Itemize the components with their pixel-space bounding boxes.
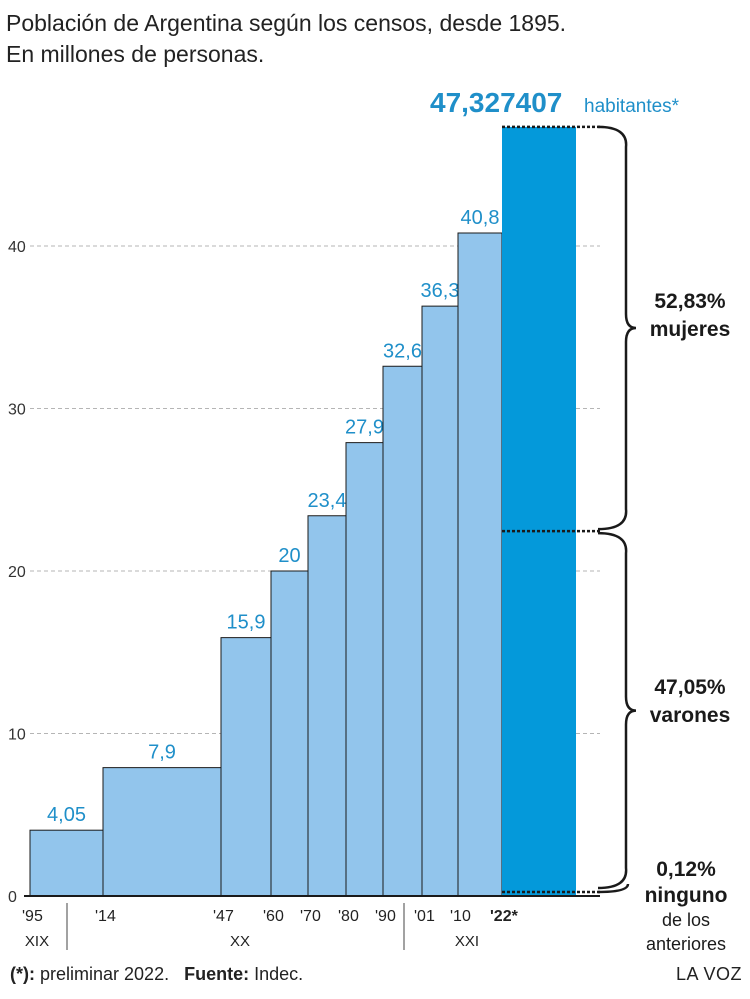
population-chart: 0 10 20 30 40 4,05 7,9 15,9 20 23,4 27,9 32,6 36,3 40… [8,87,731,954]
value-label: 15,9 [227,612,266,634]
bar [270,570,309,897]
bar [29,829,104,897]
century-label: XXI [455,933,479,950]
bar [102,767,222,897]
x-tick-label: '14 [95,908,116,925]
x-tick-label: '47 [213,908,234,925]
x-tick-label: '90 [375,908,396,925]
source-text: Indec. [254,964,304,984]
value-label: 7,9 [148,742,176,764]
value-label: 20 [278,545,300,567]
footnote-text: preliminar 2022. [40,964,170,984]
bar [345,442,384,897]
ninguno-extra-2: anteriores [646,934,726,954]
varones-label: varones [650,704,731,727]
bar [382,365,423,897]
value-label: 23,4 [308,490,347,512]
x-tick-label: '60 [263,908,284,925]
footnote-mark: (*): [10,964,35,984]
chart-title: Población de Argentina según los censos,… [6,10,567,36]
x-tick-label: '01 [414,908,435,925]
ninguno-label: ninguno [645,884,728,907]
y-tick-label: 30 [8,402,26,419]
bar [220,637,272,897]
footer-note: (*): preliminar 2022. Fuente: Indec. [10,964,303,985]
mujeres-label: mujeres [650,318,731,341]
source-label: Fuente: [184,964,250,984]
y-tick-label: 40 [8,239,26,256]
brand-logo-text: LA VOZ [675,964,742,984]
x-tick-label: '95 [22,908,43,925]
varones-pct: 47,05% [654,676,726,699]
x-tick-label: '70 [300,908,321,925]
brace-ninguno [597,883,630,894]
x-tick-label: '80 [338,908,359,925]
ninguno-pct: 0,12% [656,858,716,881]
x-tick-label: '22* [490,908,519,925]
bar [502,126,576,897]
brace-varones [597,531,637,890]
brace-mujeres [597,125,637,531]
chart-subtitle: En millones de personas. [6,41,265,67]
y-tick-label: 20 [8,564,26,581]
chart-title-block: Población de Argentina según los censos,… [6,8,726,70]
ninguno-extra-1: de los [662,910,710,930]
highlight-suffix-label: habitantes* [584,96,680,117]
bar [421,305,459,897]
value-label: 27,9 [345,417,384,439]
mujeres-pct: 52,83% [654,290,726,313]
value-label: 40,8 [461,207,500,229]
value-label: 4,05 [47,804,86,826]
bar [457,232,503,897]
x-tick-label: '10 [450,908,471,925]
value-label: 36,3 [421,280,460,302]
century-label: XIX [25,933,49,950]
y-tick-label: 0 [8,889,17,906]
y-tick-label: 10 [8,727,26,744]
value-label: 32,6 [383,340,422,362]
century-label: XX [230,933,250,950]
bar [307,515,347,897]
highlight-value-label: 47,327407 [430,87,562,118]
